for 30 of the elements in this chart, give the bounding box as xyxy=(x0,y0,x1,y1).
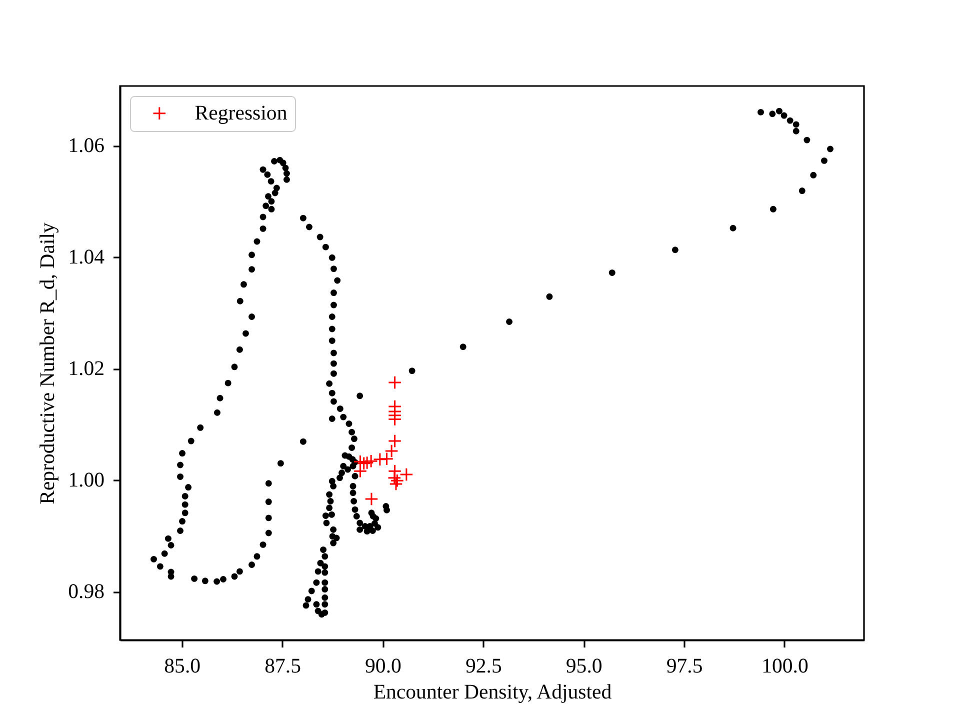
point xyxy=(373,452,387,466)
point xyxy=(388,412,402,426)
x-tick-label: 90.0 xyxy=(365,654,402,678)
point xyxy=(388,464,402,478)
x-tick-label: 87.5 xyxy=(264,654,301,678)
x-tick-label: 85.0 xyxy=(164,654,201,678)
point xyxy=(364,492,378,506)
point xyxy=(388,434,402,448)
x-tick-label: 92.5 xyxy=(465,654,502,678)
y-tick-label: 1.04 xyxy=(68,246,106,269)
point xyxy=(388,376,402,390)
point xyxy=(400,468,414,482)
point xyxy=(353,464,368,478)
point xyxy=(389,477,403,491)
y-tick-label: 0.98 xyxy=(68,580,104,604)
legend-label: Regression xyxy=(194,101,288,124)
point xyxy=(390,474,404,488)
y-tick-label: 1.00 xyxy=(68,468,104,492)
x-axis-title: Encounter Density, Adjusted xyxy=(373,680,612,704)
point xyxy=(388,470,402,485)
point xyxy=(384,444,398,458)
point xyxy=(364,454,378,468)
y-axis-title: Reproductive Number R_d, Daily xyxy=(36,222,60,504)
x-tick-label: 97.5 xyxy=(666,654,703,678)
x-tick-label: 100.0 xyxy=(762,654,808,678)
x-tick-label: 95.0 xyxy=(566,654,602,678)
point xyxy=(356,456,371,470)
y-tick-label: 1.06 xyxy=(68,134,104,158)
y-tick-label: 1.02 xyxy=(68,357,104,380)
point xyxy=(380,452,394,466)
